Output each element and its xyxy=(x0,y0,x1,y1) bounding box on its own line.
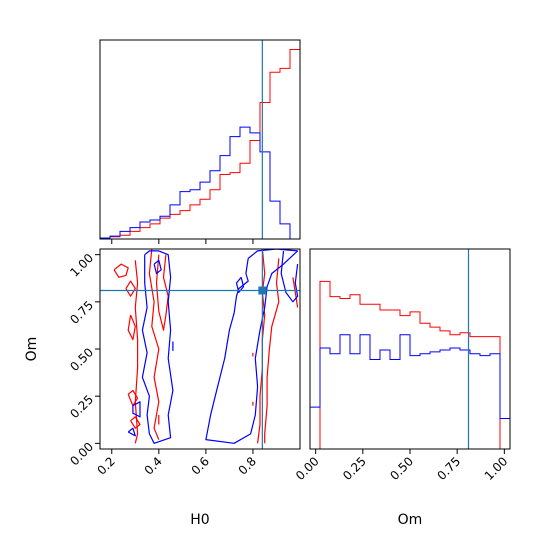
contour-blue-17 xyxy=(127,427,136,437)
contour-red-11 xyxy=(292,277,299,308)
contour-red-1 xyxy=(148,249,160,440)
om-ytick-label: 0.50 xyxy=(67,345,96,374)
contour-blue-16 xyxy=(132,401,141,418)
contour-red-9 xyxy=(257,249,266,444)
contour-red-2 xyxy=(155,254,169,331)
contour-blue-20 xyxy=(280,250,299,303)
h0-xtick-label: 0.8 xyxy=(236,454,259,477)
truth-marker xyxy=(258,286,267,295)
contour-blue-15 xyxy=(153,259,162,275)
contour-red-6 xyxy=(127,389,139,407)
om-ytick-label: 0.00 xyxy=(67,440,96,469)
om-hist-xtick-label: 0.00 xyxy=(293,454,322,483)
contour-red-5 xyxy=(127,314,136,341)
xlabel-om: Om xyxy=(398,512,423,528)
contour-blue-19 xyxy=(205,249,299,444)
axis-labels: H0 Om Om xyxy=(24,337,422,528)
om-hist-xtick-label: 0.50 xyxy=(387,454,416,483)
h0-xtick-label: 0.2 xyxy=(94,454,117,477)
h0-xtick-label: 0.6 xyxy=(189,454,212,477)
om-hist-red xyxy=(310,280,510,449)
om-hist-blue xyxy=(310,334,510,449)
panel-h0-om-contours: 0.2 0.4 0.6 0.8 0.00 0.25 0.50 0.75 1.00 xyxy=(67,248,301,478)
ylabel-om: Om xyxy=(24,337,40,362)
h0-hist-frame xyxy=(99,39,301,240)
contour-red-10 xyxy=(264,258,280,444)
h0-hist-blue xyxy=(100,126,300,239)
contour-red-7 xyxy=(130,416,141,429)
om-hist-xtick-label: 1.00 xyxy=(482,454,511,483)
contour-blue-14 xyxy=(141,250,174,444)
xlabel-h0: H0 xyxy=(190,512,209,528)
contour-red-3 xyxy=(113,263,129,278)
om-hist-xtick-label: 0.25 xyxy=(340,454,369,483)
contour-red-0 xyxy=(134,260,139,444)
om-ytick-label: 0.75 xyxy=(67,298,96,327)
om-ytick-label: 0.25 xyxy=(67,392,96,421)
om-ytick-label: 1.00 xyxy=(67,251,96,280)
contour-blue-21 xyxy=(235,276,245,293)
panel-om-histogram: 0.00 0.25 0.50 0.75 1.00 xyxy=(293,248,511,483)
contour-red-4 xyxy=(125,280,136,297)
om-hist-xtick-label: 0.75 xyxy=(434,454,463,483)
h0-xtick-label: 0.4 xyxy=(142,454,165,477)
panel-h0-histogram xyxy=(99,39,301,244)
h0-hist-red xyxy=(100,48,300,239)
